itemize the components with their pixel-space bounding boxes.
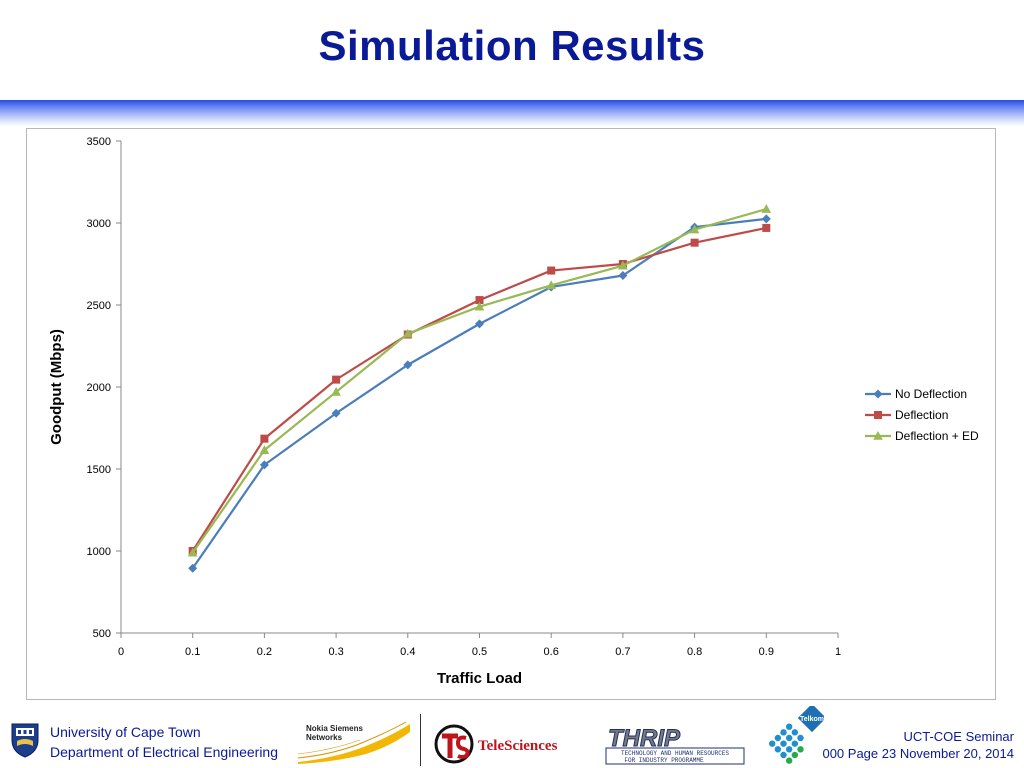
goodput-line-chart: 500 1000 1500 2000 2500 3000 3500 0 0.1 0.2 0.3 0.4… [48, 136, 979, 687]
x-tick-label: 0.2 [257, 646, 272, 658]
legend-entry-no-deflection: No Deflection [865, 387, 967, 401]
nsn-line-2: Networks [306, 733, 343, 742]
data-point-no-deflection [331, 408, 341, 418]
legend-label: No Deflection [895, 387, 967, 401]
y-axis-title: Goodput (Mbps) [48, 329, 65, 445]
x-axis-title: Traffic Load [437, 670, 522, 687]
data-point-deflection [762, 223, 771, 232]
data-point-deflection-ed [331, 386, 341, 396]
data-point-deflection [332, 375, 341, 384]
wave-swoosh-icon [297, 721, 410, 764]
x-tick-label: 0.3 [328, 646, 343, 658]
x-tick-label: 0.6 [544, 646, 559, 658]
telkom-logo-text: Telkom [800, 716, 824, 723]
university-line-1: University of Cape Town [50, 724, 201, 740]
seminar-line-2: 000 Page 23 November 20, 2014 [822, 746, 1014, 761]
legend-marker [873, 389, 883, 399]
y-tick-label: 3500 [87, 136, 111, 148]
y-tick-label: 1000 [87, 546, 111, 558]
title-gradient-band [0, 100, 1024, 126]
series-layer [187, 204, 772, 573]
series-no-deflection [188, 214, 771, 573]
y-tick-label: 2000 [87, 382, 111, 394]
data-point-deflection [690, 238, 699, 247]
y-tick-label: 3000 [87, 218, 111, 230]
data-point-deflection-ed [689, 224, 700, 234]
globe-ts-icon [434, 724, 474, 764]
legend-entry-deflection: Deflection [865, 408, 948, 422]
axes-layer: 500 1000 1500 2000 2500 3000 3500 0 0.1 0.2 0.3 0.4… [87, 136, 842, 658]
data-point-deflection-ed [474, 301, 485, 311]
legend: No Deflection Deflection Deflection + ED [865, 387, 979, 443]
x-tick-label: 0.8 [687, 646, 702, 658]
y-tick-label: 500 [93, 628, 111, 640]
thrip-subtitle-2: FOR INDUSTRY PROGRAMME [624, 757, 704, 764]
data-point-no-deflection [475, 319, 484, 329]
footer-divider [420, 714, 421, 766]
slide-title: Simulation Results [318, 22, 706, 69]
data-point-deflection-ed [259, 445, 270, 454]
data-point-deflection-ed [403, 328, 413, 338]
data-point-no-deflection [761, 214, 771, 224]
thrip-subtitle-1: TECHNOLOGY AND HUMAN RESOURCES [621, 750, 729, 757]
seminar-line-1: UCT-COE Seminar [903, 729, 1014, 744]
legend-marker [874, 411, 882, 419]
x-tick-label: 0.1 [185, 646, 200, 658]
y-tick-label: 2500 [87, 300, 111, 312]
series-line-deflection [191, 226, 767, 552]
x-tick-label: 0 [118, 646, 124, 658]
telesciences-logo-text: TeleSciences [478, 738, 558, 754]
x-tick-label: 1 [835, 646, 841, 658]
data-point-deflection-ed [187, 547, 198, 557]
seminar-info: UCT-COE Seminar 000 Page 23 November 20,… [822, 728, 1014, 762]
x-tick-label: 0.9 [759, 646, 774, 658]
data-point-deflection-ed [618, 260, 628, 270]
data-point-no-deflection [259, 460, 269, 470]
footer: University of Cape Town Department of El… [0, 706, 1024, 768]
data-point-deflection [475, 296, 484, 305]
data-point-no-deflection [618, 270, 628, 280]
thrip-logo: THRIP TECHNOLOGY AND HUMAN RESOURCES FOR… [605, 725, 745, 765]
data-point-no-deflection [188, 563, 198, 573]
chart-frame: 500 1000 1500 2000 2500 3000 3500 0 0.1 0.2 0.3 0.4… [26, 128, 996, 700]
legend-label: Deflection [895, 408, 948, 422]
data-point-deflection [547, 266, 556, 275]
legend-label: Deflection + ED [895, 429, 979, 443]
data-point-deflection-ed [761, 204, 772, 213]
y-tick-label: 1500 [87, 464, 111, 476]
legend-entry-deflection-ed: Deflection + ED [865, 429, 979, 443]
data-point-no-deflection [403, 360, 413, 370]
x-tick-label: 0.7 [615, 646, 630, 658]
series-deflection-ed [187, 204, 772, 557]
university-line-2: Department of Electrical Engineering [50, 744, 279, 760]
nsn-logo-text: Nokia Siemens Networks [306, 724, 363, 742]
data-point-deflection [260, 434, 269, 443]
nsn-line-1: Nokia Siemens [306, 724, 363, 733]
dot-grid-icon: Telkom [769, 706, 824, 764]
shield-crest-icon [11, 723, 39, 758]
university-name: University of Cape Town Department of El… [50, 722, 278, 762]
legend-marker [873, 431, 883, 440]
x-tick-label: 0.4 [400, 646, 415, 658]
x-tick-label: 0.5 [472, 646, 487, 658]
series-deflection [188, 223, 771, 555]
series-line-deflection-ed [191, 208, 767, 554]
series-line-no-deflection [191, 217, 767, 569]
data-point-deflection-ed [546, 280, 556, 290]
